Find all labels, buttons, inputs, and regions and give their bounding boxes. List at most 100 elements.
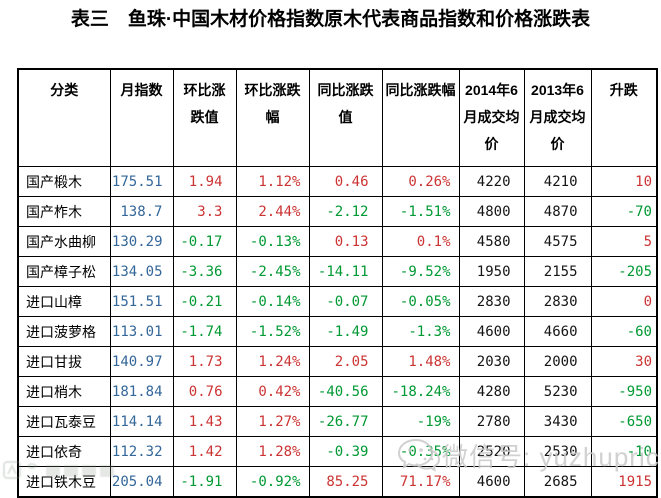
avg-price-2014-cell: 2830 bbox=[458, 286, 525, 317]
column-header-3: 环比涨跌幅 bbox=[235, 68, 310, 167]
table-row: 进口瓦泰豆 114.14 1.43 1.27% -26.77 -19% 2780 3430 -6… bbox=[17, 406, 658, 437]
avg-price-2013-cell: 3430 bbox=[523, 406, 592, 437]
mom-change-value-cell: 1.94 bbox=[172, 166, 237, 197]
mom-change-pct-cell: -0.92% bbox=[235, 466, 310, 498]
avg-price-2013-cell: 2155 bbox=[523, 256, 592, 287]
column-header-0: 分类 bbox=[17, 68, 111, 167]
mom-change-value-cell: -3.36 bbox=[172, 256, 237, 287]
table-row: 进口铁木豆 205.04 -1.91 -0.92% 85.25 71.17% 4600 268… bbox=[17, 466, 658, 498]
avg-price-2014-cell: 2030 bbox=[458, 346, 525, 377]
mom-change-value-cell: -1.74 bbox=[172, 316, 237, 347]
mom-change-value-cell: 0.76 bbox=[172, 376, 237, 407]
price-table-wrap: 分类 月指数 环比涨 跌值 环比涨跌幅同比涨跌值同比涨跌幅 2014年6 月成交均价 2013… bbox=[17, 68, 658, 498]
avg-price-2014-cell: 4600 bbox=[458, 466, 525, 498]
price-change-cell: 1915 bbox=[590, 466, 658, 498]
column-header-4: 同比涨跌值 bbox=[308, 68, 383, 167]
avg-price-2014-cell: 4580 bbox=[458, 226, 525, 257]
table-row: 进口山樟 151.51 -0.21 -0.14% -0.07 -0.05% 2830 2830… bbox=[17, 286, 658, 317]
month-index-cell: 130.29 bbox=[109, 226, 174, 257]
avg-price-2014-cell: 4800 bbox=[458, 196, 525, 227]
mom-change-value-cell: 1.42 bbox=[172, 436, 237, 467]
month-index-cell: 134.05 bbox=[109, 256, 174, 287]
page-title: 表三 鱼珠·中国木材价格指数原木代表商品指数和价格涨跌表 bbox=[70, 9, 591, 30]
month-index-cell: 181.84 bbox=[109, 376, 174, 407]
yoy-change-value-cell: 85.25 bbox=[308, 466, 383, 498]
mom-change-pct-cell: -0.13% bbox=[235, 226, 310, 257]
month-index-cell: 151.51 bbox=[109, 286, 174, 317]
mom-change-pct-cell: -0.14% bbox=[235, 286, 310, 317]
price-change-cell: 5 bbox=[590, 226, 658, 257]
table-row: 国产水曲柳 130.29 -0.17 -0.13% 0.13 0.1% 4580 4575 5 bbox=[17, 226, 658, 257]
mom-change-value-cell: 1.43 bbox=[172, 406, 237, 437]
avg-price-2013-cell: 4210 bbox=[523, 166, 592, 197]
table-body: 国产椴木 175.51 1.94 1.12% 0.46 0.26% 4220 4210 10 国产… bbox=[17, 166, 658, 498]
yoy-change-pct-cell: 0.26% bbox=[381, 166, 460, 197]
mom-change-pct-cell: 1.12% bbox=[235, 166, 310, 197]
avg-price-2014-cell: 2780 bbox=[458, 406, 525, 437]
mom-change-value-cell: -1.91 bbox=[172, 466, 237, 498]
price-change-cell: -950 bbox=[590, 376, 658, 407]
yoy-change-value-cell: -40.56 bbox=[308, 376, 383, 407]
category-cell: 国产水曲柳 bbox=[17, 226, 111, 257]
price-change-cell: 0 bbox=[590, 286, 658, 317]
category-cell: 进口菠萝格 bbox=[17, 316, 111, 347]
column-header-8: 升跌 bbox=[590, 68, 658, 167]
category-cell: 国产樟子松 bbox=[17, 256, 111, 287]
yoy-change-value-cell: -1.49 bbox=[308, 316, 383, 347]
yoy-change-value-cell: -0.07 bbox=[308, 286, 383, 317]
month-index-cell: 140.97 bbox=[109, 346, 174, 377]
column-header-5: 同比涨跌幅 bbox=[381, 68, 460, 167]
yoy-change-pct-cell: 0.1% bbox=[381, 226, 460, 257]
yoy-change-value-cell: -26.77 bbox=[308, 406, 383, 437]
yoy-change-pct-cell: -1.3% bbox=[381, 316, 460, 347]
category-cell: 进口梢木 bbox=[17, 376, 111, 407]
category-cell: 进口瓦泰豆 bbox=[17, 406, 111, 437]
avg-price-2013-cell: 4870 bbox=[523, 196, 592, 227]
yoy-change-value-cell: 2.05 bbox=[308, 346, 383, 377]
month-index-cell: 113.01 bbox=[109, 316, 174, 347]
avg-price-2014-cell: 4600 bbox=[458, 316, 525, 347]
avg-price-2013-cell: 2530 bbox=[523, 436, 592, 467]
table-row: 国产柞木 138.7 3.3 2.44% -2.12 -1.51% 4800 4870 -70 bbox=[17, 196, 658, 227]
price-change-cell: -205 bbox=[590, 256, 658, 287]
mom-change-pct-cell: 1.28% bbox=[235, 436, 310, 467]
yoy-change-pct-cell: -19% bbox=[381, 406, 460, 437]
yoy-change-pct-cell: 1.48% bbox=[381, 346, 460, 377]
mom-change-value-cell: 1.73 bbox=[172, 346, 237, 377]
avg-price-2013-cell: 4660 bbox=[523, 316, 592, 347]
yoy-change-pct-cell: 71.17% bbox=[381, 466, 460, 498]
avg-price-2013-cell: 2685 bbox=[523, 466, 592, 498]
table-header: 分类 月指数 环比涨 跌值 环比涨跌幅同比涨跌值同比涨跌幅 2014年6 月成交均价 2013… bbox=[17, 68, 658, 167]
month-index-cell: 112.32 bbox=[109, 436, 174, 467]
price-change-cell: -70 bbox=[590, 196, 658, 227]
yoy-change-value-cell: -2.12 bbox=[308, 196, 383, 227]
mom-change-pct-cell: -1.52% bbox=[235, 316, 310, 347]
mom-change-value-cell: -0.17 bbox=[172, 226, 237, 257]
month-index-cell: 114.14 bbox=[109, 406, 174, 437]
yoy-change-pct-cell: -9.52% bbox=[381, 256, 460, 287]
category-cell: 进口依奇 bbox=[17, 436, 111, 467]
category-cell: 进口甘拔 bbox=[17, 346, 111, 377]
column-header-1: 月指数 bbox=[109, 68, 174, 167]
avg-price-2013-cell: 2000 bbox=[523, 346, 592, 377]
column-header-6: 2014年6 月成交均价 bbox=[458, 68, 525, 167]
mom-change-pct-cell: 1.27% bbox=[235, 406, 310, 437]
yoy-change-pct-cell: -0.35% bbox=[381, 436, 460, 467]
table-row: 国产椴木 175.51 1.94 1.12% 0.46 0.26% 4220 4210 10 bbox=[17, 166, 658, 197]
yoy-change-value-cell: -0.39 bbox=[308, 436, 383, 467]
avg-price-2014-cell: 1950 bbox=[458, 256, 525, 287]
column-header-7: 2013年6 月成交均价 bbox=[523, 68, 592, 167]
avg-price-2014-cell: 4220 bbox=[458, 166, 525, 197]
avg-price-2014-cell: 4280 bbox=[458, 376, 525, 407]
price-table: 分类 月指数 环比涨 跌值 环比涨跌幅同比涨跌值同比涨跌幅 2014年6 月成交均价 2013… bbox=[17, 68, 658, 498]
category-cell: 进口山樟 bbox=[17, 286, 111, 317]
price-change-cell: -10 bbox=[590, 436, 658, 467]
mom-change-pct-cell: 2.44% bbox=[235, 196, 310, 227]
table-row: 国产樟子松 134.05 -3.36 -2.45% -14.11 -9.52% 1950 21… bbox=[17, 256, 658, 287]
mom-change-value-cell: -0.21 bbox=[172, 286, 237, 317]
mom-change-pct-cell: 0.42% bbox=[235, 376, 310, 407]
avg-price-2014-cell: 2520 bbox=[458, 436, 525, 467]
category-cell: 进口铁木豆 bbox=[17, 466, 111, 498]
column-header-2: 环比涨 跌值 bbox=[172, 68, 237, 167]
month-index-cell: 205.04 bbox=[109, 466, 174, 498]
